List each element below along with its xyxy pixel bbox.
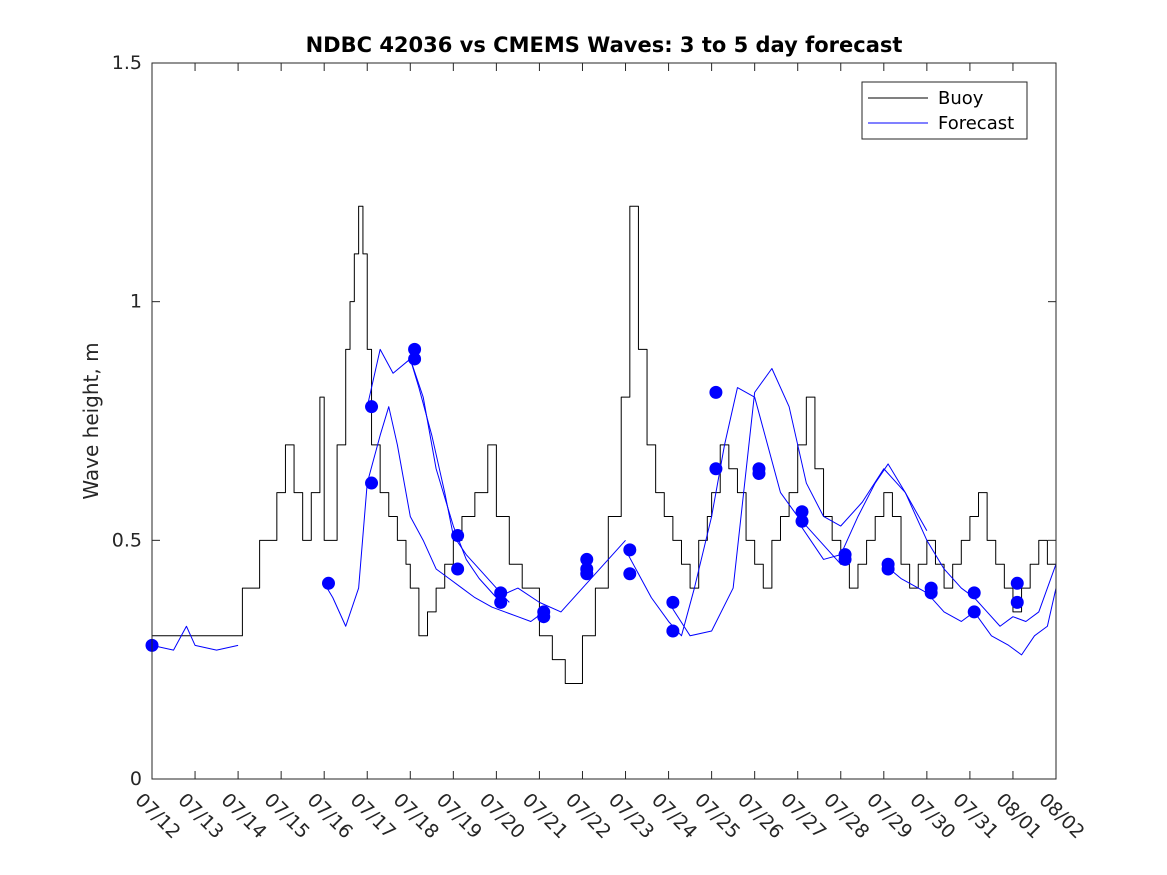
forecast-marker [580,567,594,581]
forecast-marker [451,562,465,576]
forecast-marker [666,624,680,638]
forecast-marker [838,552,852,566]
forecast-marker [709,385,723,399]
forecast-marker [623,567,637,581]
forecast-marker [537,610,551,624]
axes-box [151,62,1057,780]
forecast-marker [494,595,508,609]
forecast-marker [666,595,680,609]
forecast-marker [881,562,895,576]
forecast-marker [580,552,594,566]
chart-title: NDBC 42036 vs CMEMS Waves: 3 to 5 day fo… [306,33,903,57]
forecast-marker [709,462,723,476]
y-tick-label: 1 [130,291,142,313]
forecast-marker [365,400,379,414]
forecast-marker [1010,595,1024,609]
forecast-marker [1010,576,1024,590]
y-tick-label: 0.5 [112,529,142,551]
y-tick-label: 1.5 [112,52,142,74]
buoy-series-line [152,205,1056,685]
forecast-marker [752,467,766,481]
forecast-series-line-1 [152,625,239,651]
forecast-series-line-7 [797,463,1056,627]
legend-box [861,81,1028,140]
y-tick-label: 0 [130,768,142,790]
y-axis-label: Wave height, m [79,342,103,499]
forecast-series-line-6 [668,367,928,637]
forecast-marker [795,505,809,519]
legend: Buoy Forecast [861,81,1028,140]
forecast-series-line-5 [625,387,842,637]
forecast-marker [494,586,508,600]
forecast-marker [967,605,981,619]
forecast-marker [408,342,422,356]
legend-buoy-label: Buoy [938,88,984,109]
forecast-marker [623,543,637,557]
forecast-marker [967,586,981,600]
forecast-marker [451,529,465,543]
forecast-marker [408,352,422,366]
legend-forecast-label: Forecast [938,113,1014,134]
forecast-marker [365,476,379,490]
forecast-series-line-2 [323,406,545,627]
forecast-marker [321,576,335,590]
forecast-marker [924,586,938,600]
forecast-marker [795,514,809,528]
forecast-series-line-3 [366,348,510,603]
